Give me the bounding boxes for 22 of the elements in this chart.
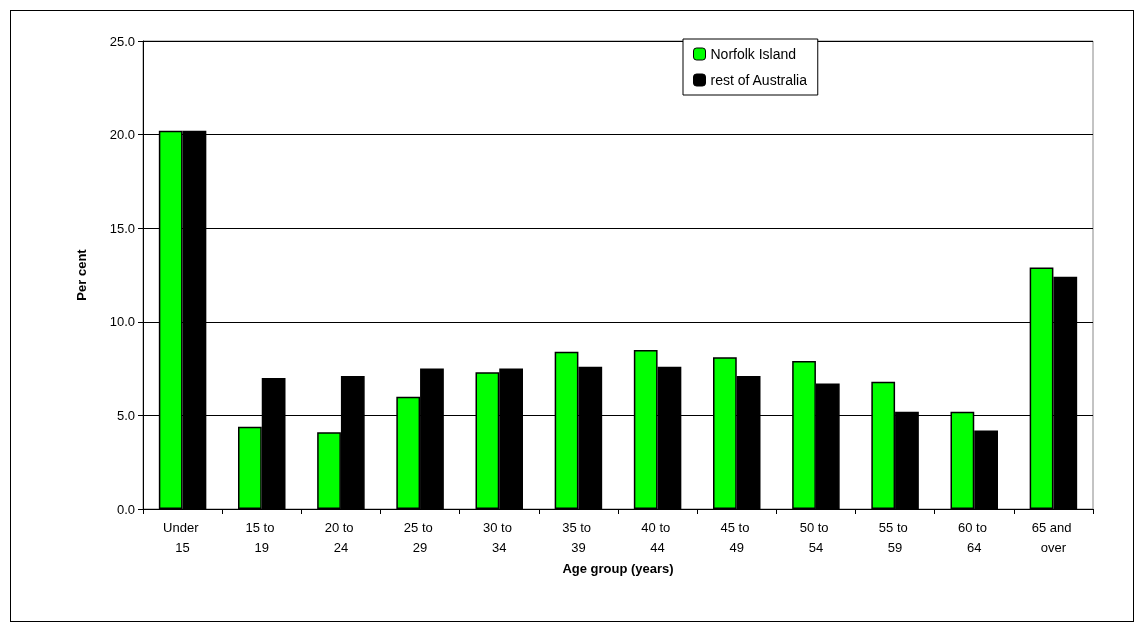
x-tick-label: 40 to 44 [641,519,674,555]
y-tick-label: 5.0 [116,407,135,423]
x-axis-title: Age group (years) [562,560,674,576]
y-tick-label: 15.0 [109,220,135,236]
legend-label: rest of Australia [710,72,808,88]
x-tick-label: 30 to 34 [482,519,516,555]
y-axis-title: Per cent [74,248,89,301]
legend-label: Norfolk Island [710,46,797,62]
x-tick-label: 55 to 59 [878,519,912,555]
x-tick-label: 20 to 24 [324,519,358,555]
y-tick-label: 25.0 [109,33,135,49]
x-tick-label: Under 15 [163,519,203,555]
x-tick-label: 50 to 54 [799,519,833,555]
x-tick-label: 25 to 29 [403,519,437,555]
x-tick-label: 60 to 64 [957,519,991,555]
x-tick-label: 35 to 39 [562,519,595,555]
y-tick-label: 10.0 [109,314,135,330]
x-tick-label: 45 to 49 [720,519,754,555]
x-tick-label: 65 and over [1031,519,1076,555]
y-tick-label: 20.0 [109,127,135,143]
y-tick-label: 0.0 [116,501,135,517]
x-tick-label: 15 to 19 [245,519,279,555]
